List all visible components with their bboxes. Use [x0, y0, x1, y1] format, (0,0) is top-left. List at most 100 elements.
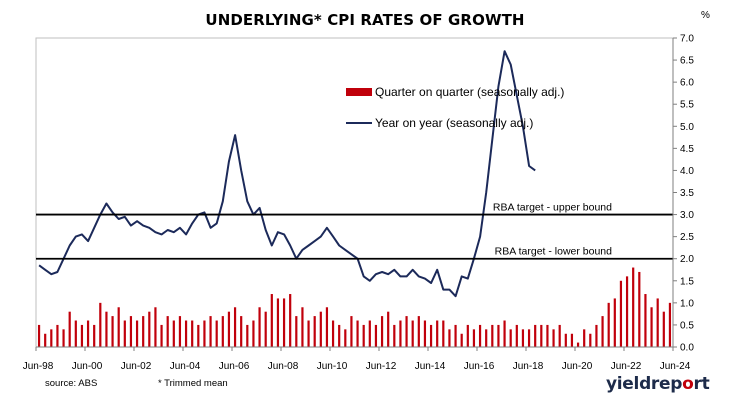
y-tick-label: 3.5: [680, 188, 694, 199]
qoq-bar: [509, 329, 512, 347]
qoq-bar: [380, 316, 384, 347]
qoq-bar: [215, 320, 218, 347]
x-tick-label: Jun-18: [513, 361, 544, 372]
x-tick-label: Jun-16: [464, 361, 495, 372]
qoq-bar: [258, 307, 261, 347]
y-tick-label: 7.0: [680, 34, 694, 45]
x-tick-label: Jun-04: [170, 361, 201, 372]
qoq-bar: [227, 311, 231, 347]
qoq-bar: [154, 307, 157, 347]
qoq-bar: [117, 307, 120, 347]
x-tick-label: Jun-02: [121, 361, 152, 372]
qoq-bar: [540, 324, 543, 347]
y-tick-label: 2.5: [680, 232, 694, 243]
legend: Quarter on quarter (seasonally adj.) Year…: [346, 85, 564, 130]
yieldreport-logo: yieldreport: [606, 374, 710, 394]
qoq-bar: [638, 271, 641, 347]
qoq-bar: [521, 329, 525, 347]
legend-bar-swatch: [346, 88, 372, 96]
qoq-bar: [270, 294, 273, 347]
qoq-bar: [564, 333, 567, 347]
qoq-bar: [546, 324, 549, 347]
y-tick-label: 0.0: [680, 343, 694, 354]
qoq-bar: [184, 320, 188, 347]
qoq-bar: [460, 333, 463, 347]
qoq-bar: [338, 324, 341, 347]
qoq-bar: [619, 280, 623, 347]
qoq-bar: [491, 324, 494, 347]
source-note: source: ABS: [45, 378, 98, 389]
qoq-bar: [264, 311, 267, 347]
qoq-bar: [289, 294, 292, 347]
bar-series-layer: [37, 267, 672, 347]
qoq-bar: [448, 329, 451, 347]
qoq-bar: [356, 320, 359, 347]
qoq-bar: [534, 324, 537, 347]
qoq-bar: [558, 324, 561, 347]
qoq-bar: [142, 316, 145, 347]
qoq-bar: [417, 316, 420, 347]
qoq-bar: [123, 320, 126, 347]
qoq-bar: [601, 316, 604, 347]
qoq-bar: [607, 302, 610, 347]
x-tick-label: Jun-22: [611, 361, 642, 372]
y-tick-label: 6.5: [680, 56, 694, 67]
qoq-bar: [583, 329, 586, 347]
legend-bar-label: Quarter on quarter (seasonally adj.): [375, 85, 564, 99]
qoq-bar: [632, 267, 635, 347]
qoq-bar: [466, 324, 469, 347]
qoq-bar: [429, 324, 433, 347]
qoq-bar: [62, 329, 65, 347]
qoq-bar: [350, 316, 353, 347]
x-tick-label: Jun-08: [268, 361, 299, 372]
qoq-bar: [240, 316, 243, 347]
qoq-bar: [313, 316, 316, 347]
qoq-bar: [625, 276, 629, 347]
y-tick-label: 3.0: [680, 210, 694, 221]
x-tick-label: Jun-00: [72, 361, 103, 372]
qoq-bar: [301, 307, 304, 347]
x-tick-label: Jun-20: [562, 361, 593, 372]
x-tick-label: Jun-10: [317, 361, 348, 372]
rba-upper-bound-label: RBA target - upper bound: [493, 202, 612, 214]
qoq-bar: [656, 298, 659, 347]
legend-line-label: Year on year (seasonally adj.): [375, 116, 533, 130]
qoq-bar: [527, 329, 531, 347]
qoq-bar: [368, 320, 371, 347]
qoq-bar: [344, 329, 347, 347]
y-unit-label: %: [701, 10, 710, 21]
qoq-bar: [515, 324, 518, 347]
qoq-bar: [166, 316, 169, 347]
qoq-bar: [436, 320, 439, 347]
qoq-bar: [135, 320, 139, 347]
yoy-line: [38, 50, 536, 298]
qoq-bar: [405, 316, 408, 347]
qoq-bar: [399, 320, 402, 347]
qoq-bar: [160, 324, 163, 347]
qoq-bar: [576, 342, 580, 347]
qoq-bar: [105, 311, 108, 347]
chart-title: UNDERLYING* CPI RATES OF GROWTH: [205, 11, 525, 29]
axes-layer: 0.0 0.5 1.0 1.5 2.0 2.5 3.0 3.5 4.0 4.5 5.0 5.5 6.0 6…: [23, 10, 710, 372]
qoq-bar: [668, 302, 672, 347]
qoq-bar: [99, 302, 102, 347]
qoq-bar: [362, 324, 365, 347]
qoq-bar: [485, 329, 488, 347]
qoq-bar: [307, 320, 310, 347]
qoq-bar: [503, 320, 506, 347]
qoq-bar: [252, 320, 255, 347]
y-tick-label: 4.5: [680, 144, 694, 155]
qoq-bar: [129, 316, 133, 347]
qoq-bar: [93, 324, 96, 347]
qoq-bar: [552, 329, 555, 347]
qoq-bar: [478, 324, 482, 347]
y-tick-label: 4.0: [680, 166, 694, 177]
qoq-bar: [172, 320, 175, 347]
qoq-bar: [80, 324, 84, 347]
qoq-bar: [191, 320, 194, 347]
qoq-bar: [44, 333, 47, 347]
rba-lower-bound-label: RBA target - lower bound: [495, 246, 612, 258]
qoq-bar: [570, 333, 574, 347]
qoq-bar: [178, 316, 182, 347]
